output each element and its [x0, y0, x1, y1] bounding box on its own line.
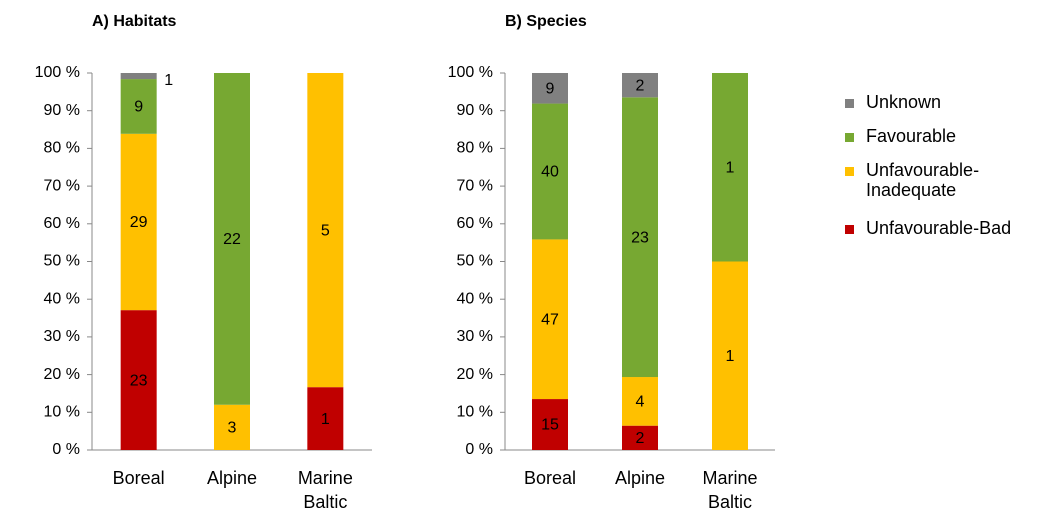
- x-tick-label: Alpine: [206, 468, 258, 488]
- chart-title: A) Habitats: [92, 13, 177, 30]
- data-label: 4: [636, 394, 645, 411]
- legend-swatch: [845, 133, 854, 142]
- y-tick-label: 40 %: [44, 290, 80, 307]
- bar-segment: [120, 133, 157, 311]
- bar-segment: [120, 73, 157, 80]
- y-tick-label: 50 %: [44, 253, 80, 270]
- data-label: 1: [321, 411, 330, 428]
- bar-segment: [622, 97, 658, 378]
- legend-label: Unknown: [866, 92, 942, 112]
- bar-segment: [532, 239, 568, 400]
- chart-title: B) Species: [505, 13, 587, 30]
- bar-segment: [532, 399, 568, 450]
- data-label: 29: [130, 214, 148, 231]
- data-label: 23: [631, 229, 649, 246]
- x-tick-label: Marine Baltic: [297, 468, 353, 512]
- data-label: 9: [134, 99, 143, 116]
- data-label: 40: [541, 164, 559, 181]
- bar-segment: [622, 73, 658, 98]
- y-tick-label: 0 %: [465, 441, 493, 458]
- y-tick-label: 30 %: [44, 328, 80, 345]
- data-label: 1: [726, 348, 735, 365]
- bar-segment: [622, 377, 658, 426]
- bar-segment: [307, 73, 344, 388]
- bar-segment: [712, 73, 748, 262]
- y-tick-label: 40 %: [457, 290, 493, 307]
- x-tick-label: Marine Baltic: [702, 468, 758, 512]
- y-tick-label: 60 %: [457, 215, 493, 232]
- y-tick-label: 20 %: [44, 366, 80, 383]
- bar-segment: [622, 425, 658, 450]
- data-label: 1: [726, 159, 735, 176]
- legend-label: Favourable: [866, 126, 957, 146]
- legend-swatch: [845, 167, 854, 176]
- y-tick-label: 90 %: [457, 102, 493, 119]
- legend-swatch: [845, 225, 854, 234]
- y-tick-label: 20 %: [457, 366, 493, 383]
- data-label: 3: [228, 420, 237, 437]
- bar-segment: [532, 103, 568, 240]
- data-label: 23: [130, 372, 148, 389]
- legend-label: Unfavourable- Inadequate: [866, 160, 980, 200]
- legend-label: Unfavourable-Bad: [866, 218, 1012, 238]
- y-tick-label: 80 %: [457, 140, 493, 157]
- y-tick-label: 100 %: [35, 64, 80, 81]
- data-label: 2: [636, 77, 645, 94]
- y-tick-label: 80 %: [44, 140, 80, 157]
- legend-swatch: [845, 99, 854, 108]
- bar-segment: [120, 310, 157, 450]
- bar-segment: [712, 261, 748, 450]
- y-tick-label: 30 %: [457, 328, 493, 345]
- y-tick-label: 0 %: [52, 441, 80, 458]
- x-tick-label: Alpine: [614, 468, 666, 488]
- bar-segment: [120, 79, 157, 134]
- y-tick-label: 90 %: [44, 102, 80, 119]
- data-label: 2: [636, 430, 645, 447]
- data-label: 15: [541, 417, 559, 434]
- x-tick-label: Boreal: [523, 468, 577, 488]
- bar-segment: [532, 73, 568, 104]
- bar-segment: [214, 73, 250, 405]
- data-label: 22: [223, 231, 241, 248]
- y-tick-label: 10 %: [44, 404, 80, 421]
- y-tick-label: 50 %: [457, 253, 493, 270]
- bar-segment: [307, 387, 344, 450]
- y-tick-label: 100 %: [448, 64, 493, 81]
- data-label: 47: [541, 311, 559, 328]
- y-tick-label: 70 %: [457, 177, 493, 194]
- data-label: 9: [546, 81, 555, 98]
- y-tick-label: 70 %: [44, 177, 80, 194]
- data-label: 1: [164, 72, 173, 89]
- y-tick-label: 60 %: [44, 215, 80, 232]
- y-tick-label: 10 %: [457, 404, 493, 421]
- x-tick-label: Boreal: [112, 468, 165, 488]
- bar-segment: [214, 404, 250, 450]
- data-label: 5: [321, 222, 330, 239]
